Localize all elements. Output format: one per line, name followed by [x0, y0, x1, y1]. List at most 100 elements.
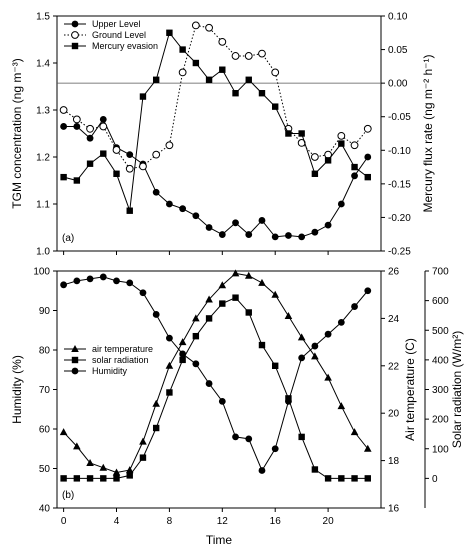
panel-b-series-0-point	[311, 352, 319, 360]
panel-a-series-2-point	[364, 173, 371, 181]
panel-a-series-0-point	[337, 200, 345, 208]
panel-b-left-tick-label: 100	[33, 267, 50, 278]
panel-b-series-2-point	[271, 445, 279, 453]
panel-a-series-2-point	[179, 46, 186, 53]
panel-a-series-1-point	[231, 52, 240, 60]
panel-b-temp-tick-label: 18	[388, 456, 400, 467]
panel-a-series-0-line	[63, 118, 369, 238]
panel-b-series-2-point	[337, 318, 345, 326]
panel-a-series-0-point	[311, 228, 319, 236]
x-axis-label: Time	[206, 533, 233, 547]
panel-a-series-1-point	[218, 37, 227, 46]
panel-a-series-1-point	[205, 23, 213, 32]
temperature-axis-label: Air temperature (C)	[403, 338, 417, 441]
panel-b-series-1-point	[219, 300, 226, 307]
panel-b-series-2-point	[205, 380, 213, 387]
panel-a-series-1-point	[86, 124, 94, 133]
panel-a-series-2-point	[245, 76, 252, 83]
panel-b-left-tick-label: 60	[39, 425, 51, 436]
panel-b-series-0-point	[258, 278, 266, 286]
panel-a-chart: 1.0 1.1 1.2 1.3 1.4 1.5 -0.25 -0.20 -0.15 -0.10 -0…	[10, 12, 435, 258]
panel-b-series-1-point	[152, 424, 160, 432]
panel-b-series-0-point	[86, 458, 94, 466]
panel-a-right-tick-label: -0.20	[388, 213, 411, 224]
panel-a-series-0-point	[285, 232, 292, 239]
panel-b-series-1-point	[179, 356, 186, 364]
panel-b-series-1-line	[63, 297, 368, 479]
panel-a-series-2-point	[311, 170, 319, 177]
panel-b-x-tick-label: 16	[270, 516, 282, 527]
panel-a-series-0-point	[99, 116, 107, 123]
panel-b-series-2-point	[285, 397, 292, 405]
panel-b-series-2-point	[166, 334, 173, 342]
panel-a-series-1-point	[165, 141, 174, 150]
panel-a-series-0-point	[60, 123, 68, 130]
panel-b-series-1-point	[113, 475, 120, 482]
panel-b-x-tick-label: 4	[114, 516, 120, 527]
panel-a-series-0-point	[298, 233, 306, 241]
panel-b-left-tick-label: 70	[39, 385, 51, 396]
panel-b-temp-tick-label: 20	[388, 409, 400, 420]
panel-b-series-1-point	[73, 475, 81, 482]
panel-b-series-0-point	[73, 442, 81, 450]
panel-a-series-2-point	[232, 90, 239, 97]
panel-b-x-tick-label: 0	[61, 516, 67, 527]
legend-label: Upper Level	[92, 19, 141, 29]
panel-b-series-1-point	[364, 475, 371, 482]
panel-a-series-2-point	[73, 177, 81, 184]
panel-a-series-2-point	[126, 207, 133, 214]
panel-b-series-0-point	[231, 269, 240, 277]
panel-a-series-1-point	[191, 21, 200, 30]
panel-b-series-1-point	[100, 475, 107, 482]
panel-a-right-tick-label: -0.05	[388, 112, 411, 123]
panel-b-series-0-point	[99, 463, 108, 471]
panel-b-label: (b)	[62, 490, 74, 501]
panel-a-series-2-point	[86, 160, 94, 167]
panel-b-x-tick-label: 12	[217, 516, 229, 527]
panel-a-series-2-point	[60, 173, 67, 181]
panel-a-series-1-point	[152, 150, 161, 159]
legend-marker	[71, 20, 79, 28]
panel-b-temp-tick-label: 26	[388, 267, 400, 278]
panel-b-series-1-point	[338, 475, 345, 482]
panel-a-series-2-point	[100, 150, 107, 157]
panel-b-temp-tick-label: 16	[388, 504, 400, 515]
panel-b-series-0-point	[152, 399, 160, 407]
panel-a-series-0-point	[351, 172, 358, 180]
panel-b-series-1-point	[298, 433, 305, 441]
panel-a-series-1-point	[244, 52, 253, 60]
panel-a-series-1-point	[139, 162, 147, 171]
panel-b-left-tick-label: 80	[39, 346, 51, 357]
panel-b-series-1-point	[86, 475, 94, 482]
legend-marker	[71, 367, 79, 375]
panel-b-temp-tick-label: 24	[388, 314, 400, 325]
panel-a-series-2-point	[324, 157, 332, 164]
panel-a-series-0-point	[218, 231, 226, 238]
panel-b-solar-tick-label: 100	[432, 444, 449, 455]
panel-b-series-2-point	[179, 350, 187, 358]
panel-b-series-0-line	[63, 272, 369, 473]
panel-a-series-1-point	[258, 49, 266, 58]
panel-a-series-2-point	[139, 93, 147, 100]
legend-marker	[71, 356, 79, 364]
panel-b-series-1-point	[258, 341, 266, 349]
panel-b-series-2-point	[73, 277, 81, 285]
panel-a-series-2-line	[63, 31, 369, 211]
panel-a-y-left-label: TGM concentration (ng m⁻³)	[10, 58, 24, 208]
panel-b-series-1-point	[205, 315, 213, 322]
legend-label: air temperature	[92, 344, 153, 354]
panel-a-left-tick-label: 1.0	[36, 247, 50, 258]
panel-b-solar-tick-label: 0	[432, 474, 438, 485]
panel-b-series-1-point	[272, 362, 279, 369]
panel-b-y-left-label: Humidity (%)	[10, 355, 24, 424]
panel-a-series-2-point	[152, 76, 160, 83]
solar-axis-label: Solar radiation (W/m²)	[450, 331, 464, 448]
panel-b-series-2-point	[113, 277, 120, 285]
panel-b-chart: 4050607080901001618202224260100200300400…	[10, 267, 464, 548]
legend-marker	[71, 345, 79, 352]
panel-a-right-tick-label: -0.25	[388, 247, 411, 258]
panel-a-series-0-point	[271, 233, 279, 241]
panel-b-series-0-point	[297, 333, 306, 341]
panel-b-series-2-point	[192, 360, 200, 368]
panel-a-series-1-point	[125, 164, 134, 173]
